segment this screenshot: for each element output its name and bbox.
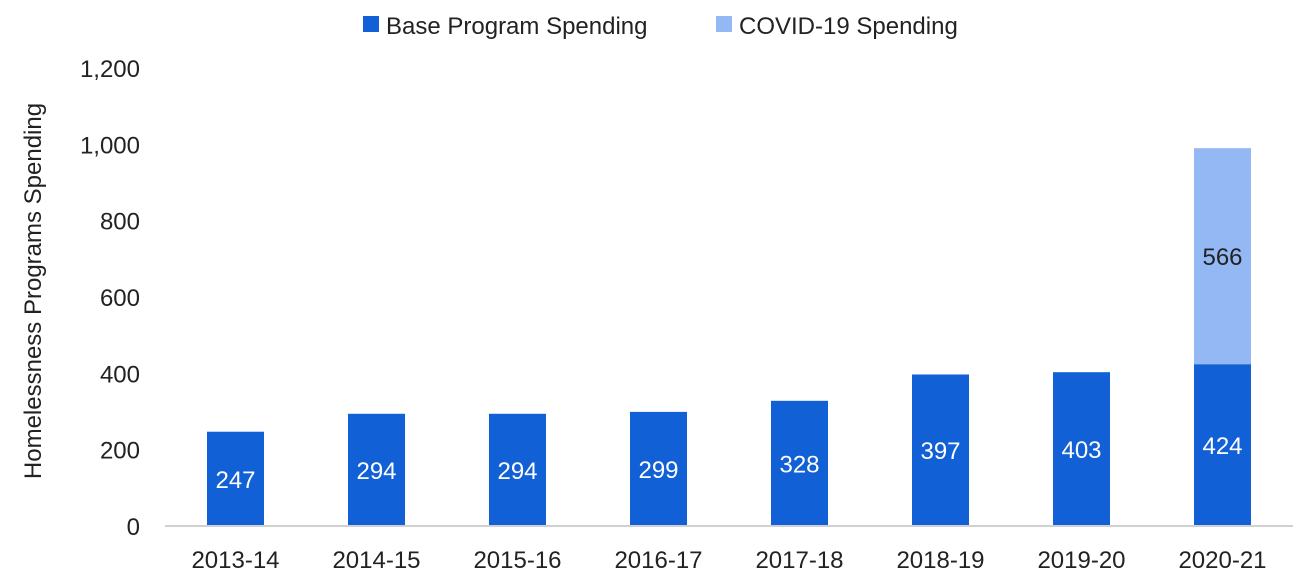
x-tick-label: 2018-19 [896, 547, 984, 574]
legend-label-covid: COVID-19 Spending [739, 13, 958, 40]
data-label-base: 403 [1061, 437, 1101, 464]
data-label-base: 294 [497, 458, 537, 485]
bar-base [1194, 364, 1251, 526]
y-tick-label: 1,000 [80, 132, 140, 159]
bar-base [630, 411, 687, 526]
y-axis-title: Homelessness Programs Spending [20, 103, 47, 479]
y-tick-label: 600 [100, 285, 140, 312]
bars: 247 294 294 299 328 397 403 424 566 [207, 148, 1251, 526]
y-axis-ticks: 0 200 400 600 800 1,000 1,200 [80, 56, 140, 541]
y-tick-label: 0 [127, 514, 140, 541]
data-label-base: 294 [356, 458, 396, 485]
legend-label-base: Base Program Spending [386, 13, 648, 40]
x-tick-label: 2020-21 [1178, 547, 1266, 574]
y-tick-label: 400 [100, 361, 140, 388]
data-label-base: 424 [1202, 433, 1242, 460]
x-tick-label: 2019-20 [1037, 547, 1125, 574]
bar-base [207, 431, 264, 526]
data-label-base: 247 [215, 467, 255, 494]
bar-covid [1194, 148, 1251, 365]
bar-base [1053, 372, 1110, 526]
x-tick-label: 2014-15 [332, 547, 420, 574]
y-tick-label: 1,200 [80, 56, 140, 83]
bar-base [771, 400, 828, 526]
x-tick-label: 2016-17 [614, 547, 702, 574]
bar-base [912, 374, 969, 526]
x-tick-label: 2015-16 [473, 547, 561, 574]
x-tick-label: 2013-14 [191, 547, 279, 574]
x-axis-ticks: 2013-14 2014-15 2015-16 2016-17 2017-18 2018-… [191, 547, 1266, 574]
x-tick-label: 2017-18 [755, 547, 843, 574]
bar-base [489, 413, 546, 526]
data-label-base: 328 [779, 451, 819, 478]
data-label-base: 299 [638, 457, 678, 484]
data-label-base: 397 [920, 438, 960, 465]
legend: Base Program Spending COVID-19 Spending [363, 13, 958, 40]
data-label-covid: 566 [1202, 244, 1242, 271]
legend-swatch-base [363, 16, 379, 32]
bar-base [348, 413, 405, 526]
legend-swatch-covid [716, 16, 732, 32]
y-tick-label: 800 [100, 209, 140, 236]
y-tick-label: 200 [100, 438, 140, 465]
